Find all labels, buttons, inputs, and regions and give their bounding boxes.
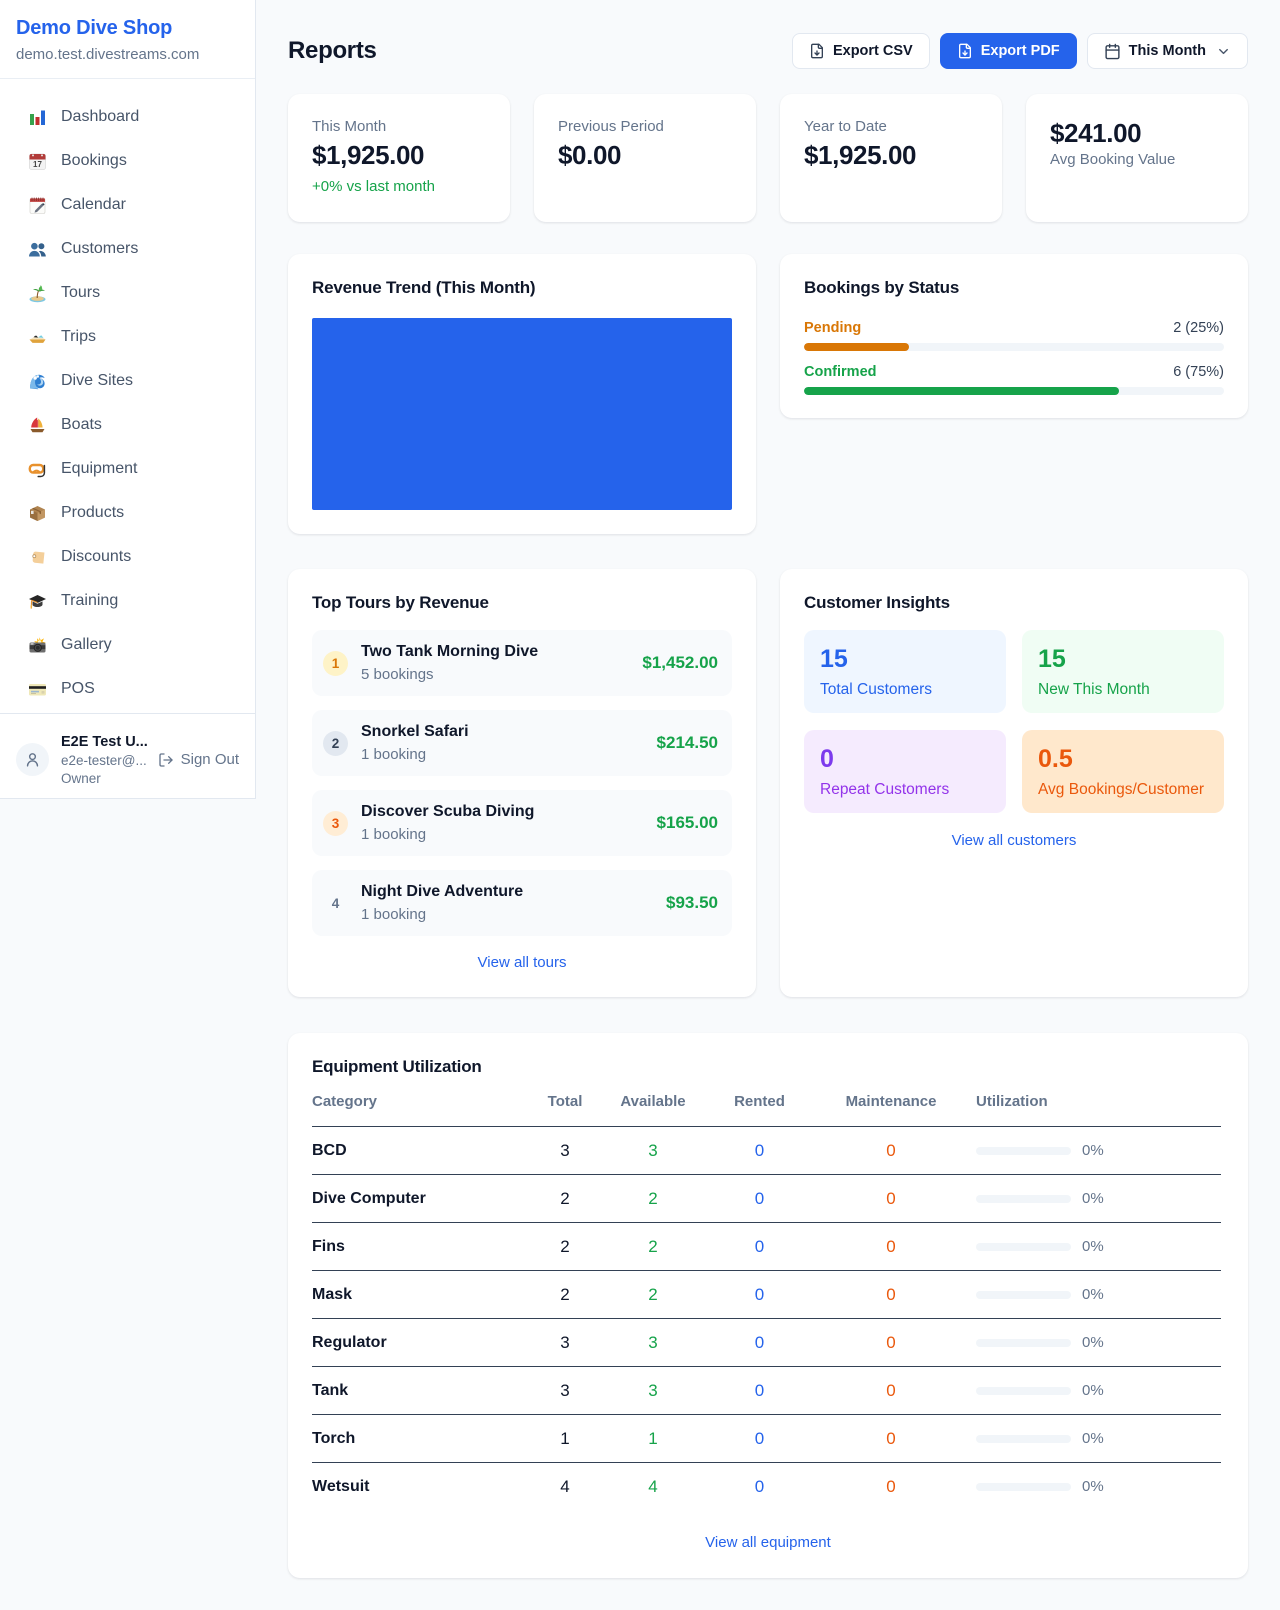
svg-text:17: 17 — [33, 160, 42, 169]
